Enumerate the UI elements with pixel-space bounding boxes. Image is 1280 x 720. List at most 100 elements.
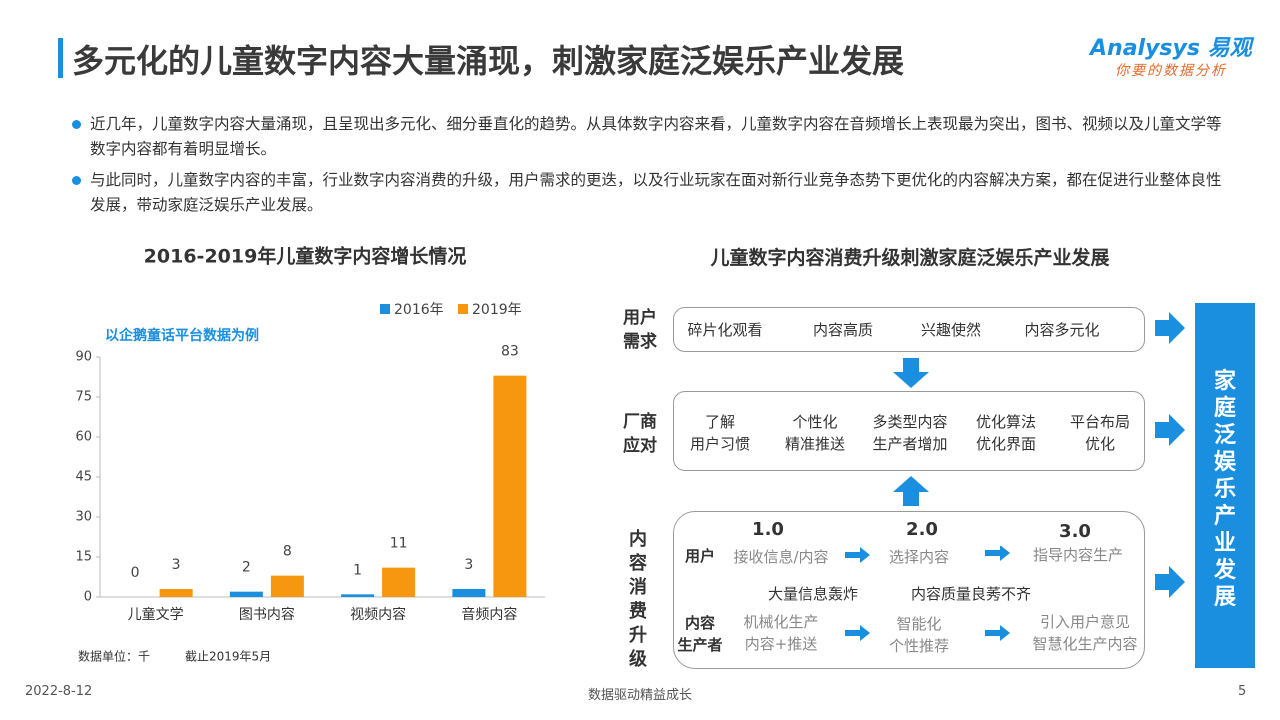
diagram-title: 儿童数字内容消费升级刺激家庭泛娱乐产业发展: [710, 247, 1110, 269]
bullet: 与此同时，儿童数字内容的丰富，行业数字内容消费的升级，用户需求的更迭，以及行业玩…: [72, 168, 1222, 218]
bullet-text: 与此同时，儿童数字内容的丰富，行业数字内容消费的升级，用户需求的更迭，以及行业玩…: [90, 171, 1222, 214]
stage-arrows: [845, 546, 1010, 641]
need: 内容多元化: [1024, 321, 1100, 339]
value-label: 3: [464, 557, 473, 573]
value-label: 1: [353, 562, 362, 578]
line: 内容+推送: [744, 635, 818, 653]
vendors-box: [673, 391, 1145, 471]
line: 生产者增加: [872, 435, 948, 453]
user-step: 指导内容生产: [1032, 546, 1124, 564]
y-tick-label: 0: [84, 590, 92, 605]
slogan: 你要的数据分析: [1115, 63, 1227, 79]
chart-title: 2016-2019年儿童数字内容增长情况: [144, 245, 467, 268]
result-box: [1195, 303, 1255, 668]
stage: 1.0: [752, 519, 784, 540]
producer-step: 引入用户意见 智慧化生产内容: [1032, 611, 1137, 655]
line: 生产者: [677, 636, 723, 654]
line: 内容: [684, 614, 716, 632]
bar: [270, 575, 304, 597]
y-tick-label: 60: [75, 430, 92, 445]
label-line: 需求: [623, 332, 657, 352]
y-tick-label: 15: [75, 550, 92, 565]
line: 精准推送: [784, 435, 846, 453]
vendor: 了解 用户习惯: [690, 411, 750, 455]
bullet: 近几年，儿童数字内容大量涌现，且呈现出多元化、细分垂直化的趋势。从具体数字内容来…: [72, 112, 1222, 162]
legend-swatch: [380, 304, 390, 314]
arrow-up: [893, 476, 929, 506]
x-tick-label: 视频内容: [350, 606, 406, 623]
value-label: 0: [131, 565, 140, 581]
value-label: 83: [501, 344, 519, 360]
bar: [452, 589, 486, 597]
line: 优化算法: [975, 413, 1037, 431]
user-step: 选择内容: [888, 548, 950, 566]
result-arrows: [1155, 312, 1185, 598]
need: 兴趣使然: [920, 321, 982, 339]
label-line: 应对: [623, 436, 657, 456]
line: 机械化生产: [743, 613, 819, 631]
value-label: 8: [283, 544, 292, 560]
line: 个性化: [792, 413, 838, 431]
slide-title: 多元化的儿童数字内容大量涌现，刺激家庭泛娱乐产业发展: [72, 42, 905, 80]
chart-note: 截止2019年5月: [185, 650, 271, 664]
y-tick-label: 45: [75, 470, 92, 485]
bullet-text: 近几年，儿童数字内容大量涌现，且呈现出多元化、细分垂直化的趋势。从具体数字内容来…: [90, 115, 1222, 158]
producer-step: 智能化 个性推荐: [889, 613, 949, 657]
upgrade-box: [673, 511, 1145, 669]
legend-swatch: [458, 304, 468, 314]
chart-subtitle: 以企鹅童话平台数据为例: [105, 327, 259, 344]
row-label: 厂商 应对: [610, 410, 670, 458]
chart: 2016-2019年儿童数字内容增长情况 以企鹅童话平台数据为例 数据单位：千 …: [75, 245, 545, 664]
bar: [229, 591, 263, 597]
vendor: 优化算法 优化界面: [976, 411, 1036, 455]
user-label: 用户: [684, 547, 716, 565]
footer-date: 2022-8-12: [25, 684, 93, 699]
legend-label: 2019年: [472, 302, 522, 318]
legend-label: 2016年: [394, 302, 444, 318]
label-line: 厂商: [623, 412, 657, 432]
chart-note: 数据单位：千: [78, 649, 150, 664]
vendor: 多类型内容生产者增加: [872, 411, 947, 455]
issue: 大量信息轰炸: [767, 585, 859, 603]
y-tick-label: 30: [75, 510, 92, 525]
vendor: 个性化 精准推送: [785, 411, 845, 455]
footer-page: 5: [1238, 684, 1247, 699]
line: 智慧化生产内容: [1032, 635, 1138, 653]
bar: [341, 594, 375, 597]
line: 个性推荐: [888, 637, 950, 655]
line: 引入用户意见: [1039, 613, 1131, 631]
user-step: 接收信息/内容: [733, 548, 829, 566]
bullets: 近几年，儿童数字内容大量涌现，且呈现出多元化、细分垂直化的趋势。从具体数字内容来…: [72, 112, 1222, 218]
stage: 3.0: [1059, 521, 1091, 542]
line: 平台布局: [1069, 413, 1131, 431]
result-text: 家庭泛娱乐产业发展: [1213, 369, 1236, 610]
label-line: 用户: [623, 308, 657, 328]
value-label: 11: [390, 536, 408, 552]
needs-box: [673, 307, 1145, 352]
row-label: 用户 需求: [610, 306, 670, 354]
logo: Analysys 易观: [1090, 36, 1252, 61]
issue: 内容质量良莠不齐: [910, 585, 1032, 603]
line: 优化界面: [975, 435, 1037, 453]
need: 内容高质: [812, 321, 874, 339]
x-tick-label: 图书内容: [239, 606, 295, 623]
bar: [159, 589, 193, 597]
producer-step: 机械化生产内容+推送: [743, 611, 818, 655]
title-bar: [58, 38, 63, 78]
line: 多类型内容: [872, 413, 948, 431]
arrow-down: [893, 358, 929, 388]
stage: 2.0: [906, 519, 938, 540]
y-tick-label: 75: [75, 390, 92, 405]
line: 了解: [704, 413, 736, 431]
bar: [493, 375, 527, 597]
producer-label: 内容 生产者: [677, 612, 722, 656]
footer-center: 数据驱动精益成长: [587, 688, 692, 703]
value-label: 3: [172, 557, 181, 573]
row-label: 内容消费升级: [629, 529, 647, 670]
y-tick-label: 90: [75, 350, 92, 365]
value-label: 2: [242, 560, 251, 576]
bar: [382, 567, 416, 597]
line: 优化: [1084, 435, 1116, 453]
need: 碎片化观看: [687, 321, 763, 339]
